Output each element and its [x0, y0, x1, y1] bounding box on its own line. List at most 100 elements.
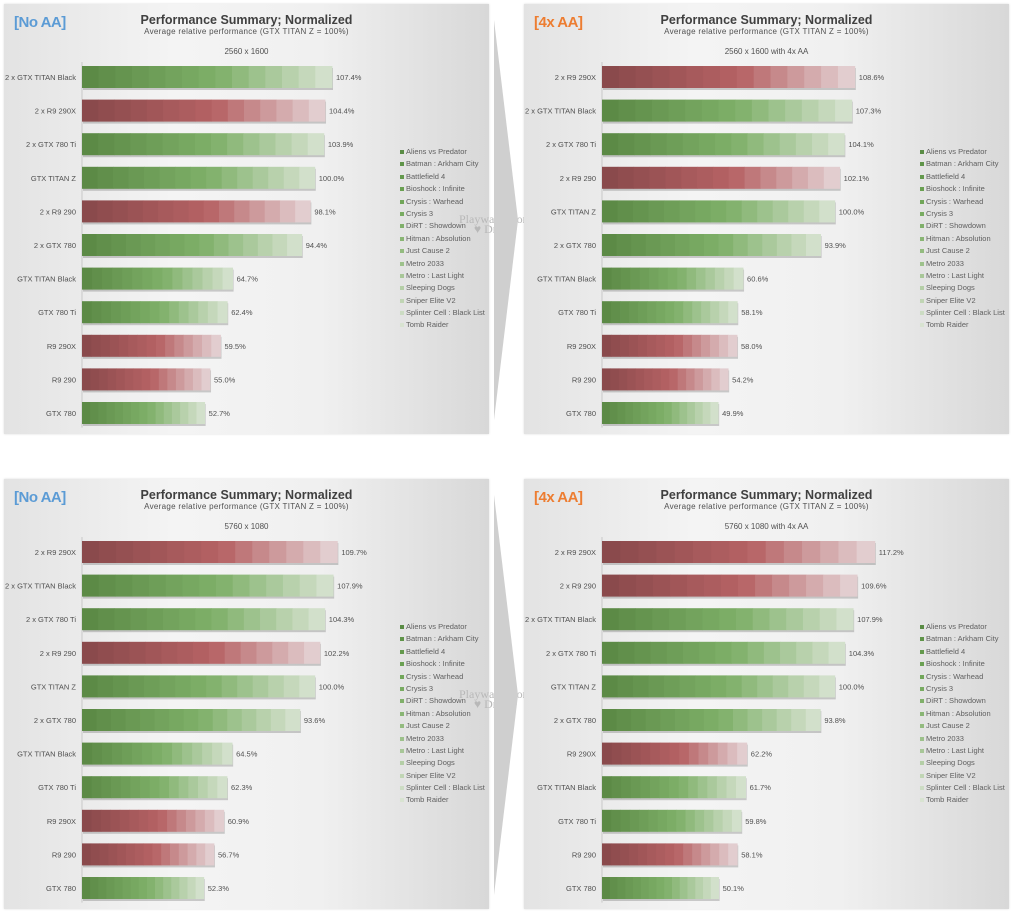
- bar-segment: [111, 301, 122, 324]
- bar-segment: [112, 200, 129, 223]
- value-label: 58.0%: [741, 342, 763, 351]
- bar-segment: [235, 541, 253, 563]
- bar-segment: [602, 402, 611, 424]
- bar-segment: [114, 608, 131, 631]
- bar-segment: [609, 402, 618, 424]
- bar-segment: [114, 133, 131, 156]
- bar-segment: [285, 709, 301, 731]
- bar-segment: [256, 641, 273, 664]
- bar-segment: [602, 234, 617, 256]
- bar-segment: [633, 675, 649, 698]
- bar-segment: [659, 776, 670, 799]
- bar-segment: [710, 200, 727, 223]
- legend-item: Batman : Arkham City: [400, 158, 485, 170]
- bar-segment: [304, 641, 321, 664]
- bar-segment: [652, 66, 670, 88]
- legend-swatch: [400, 798, 404, 803]
- bar-segment: [129, 641, 146, 664]
- bar-segment: [207, 776, 218, 799]
- bar-segment: [142, 200, 159, 223]
- bar: [602, 267, 745, 292]
- legend-swatch: [920, 174, 924, 179]
- bar-segment: [99, 843, 109, 866]
- bar: [602, 675, 836, 700]
- category-label: R9 290: [572, 375, 596, 384]
- legend-item: Sleeping Dogs: [400, 757, 485, 769]
- bar-segment: [148, 66, 166, 88]
- legend-swatch: [920, 311, 924, 316]
- value-label: 107.9%: [337, 582, 363, 591]
- bar-segment: [787, 66, 805, 88]
- legend-label: Battlefield 4: [926, 171, 966, 181]
- value-label: 104.3%: [329, 615, 355, 624]
- bar-segment: [688, 776, 699, 799]
- legend-label: Hitman : Absolution: [406, 233, 471, 243]
- bar-segment: [252, 675, 269, 698]
- value-label: 102.1%: [844, 174, 870, 183]
- legend-label: Aliens vs Predator: [406, 622, 467, 631]
- bar-segment: [155, 402, 165, 424]
- bar-segment: [175, 368, 185, 391]
- bar-segment: [165, 66, 183, 88]
- bar-segment: [840, 574, 858, 597]
- bar-segment: [653, 574, 671, 597]
- bar-segment: [788, 200, 805, 223]
- bar-segment: [98, 574, 116, 597]
- bar-segment: [823, 166, 841, 189]
- category-label: R9 290X: [47, 817, 76, 826]
- bar-segment: [625, 877, 634, 899]
- bar: [602, 742, 748, 767]
- bar-segment: [683, 334, 693, 357]
- bar-segment: [145, 641, 162, 664]
- legend-label: Sleeping Dogs: [406, 758, 455, 768]
- bar-segment: [633, 877, 642, 899]
- legend-item: Metro : Last Light: [920, 270, 1005, 282]
- legend-swatch: [920, 211, 924, 216]
- bar-segment: [635, 608, 653, 631]
- bar-segment: [210, 133, 228, 156]
- resolution-label: 5760 x 1080: [224, 522, 269, 531]
- bar-segment: [718, 234, 734, 256]
- bar-segment: [772, 200, 789, 223]
- legend-swatch: [920, 748, 924, 753]
- bar-segment: [640, 742, 651, 765]
- resolution-label: 5760 x 1080 with 4x AA: [724, 522, 809, 531]
- legend-swatch: [400, 637, 404, 642]
- value-label: 60.9%: [228, 817, 250, 826]
- bar-segment: [620, 334, 630, 357]
- bar-segment: [227, 99, 245, 122]
- legend-item: Metro 2033: [400, 258, 485, 270]
- bar-segment: [670, 574, 688, 597]
- bar-segment: [639, 267, 650, 290]
- bar-segment: [780, 641, 797, 664]
- bar-segment: [694, 809, 705, 832]
- category-label: GTX 780 Ti: [38, 308, 76, 317]
- bar-segment: [618, 66, 637, 88]
- bar-segment: [266, 574, 284, 597]
- bar-segment: [188, 402, 197, 424]
- legend-label: Tomb Raider: [926, 320, 969, 330]
- bar-segment: [819, 200, 836, 223]
- bar-segment: [618, 133, 635, 156]
- bar-segment: [647, 843, 657, 866]
- bar-segment: [211, 334, 221, 357]
- bar-segment: [282, 66, 300, 88]
- legend-item: Crysis : Warhead: [920, 671, 1005, 683]
- bar-segment: [702, 402, 711, 424]
- bar-segment: [617, 675, 634, 698]
- bar-segment: [744, 166, 761, 189]
- legend-item: Crysis 3: [920, 208, 1005, 220]
- bar-segment: [232, 66, 250, 88]
- bar-segment: [249, 574, 267, 597]
- legend-item: Crysis 3: [400, 208, 485, 220]
- legend-label: Battlefield 4: [406, 646, 446, 656]
- bar-segment: [122, 877, 132, 899]
- bar-segment: [674, 301, 684, 324]
- bar: [602, 200, 836, 225]
- bar: [82, 641, 321, 666]
- bar-segment: [713, 809, 724, 832]
- legend-label: Batman : Arkham City: [406, 634, 479, 644]
- bar-segment: [188, 776, 199, 799]
- value-label: 103.9%: [328, 140, 354, 149]
- bar-segment: [215, 66, 233, 88]
